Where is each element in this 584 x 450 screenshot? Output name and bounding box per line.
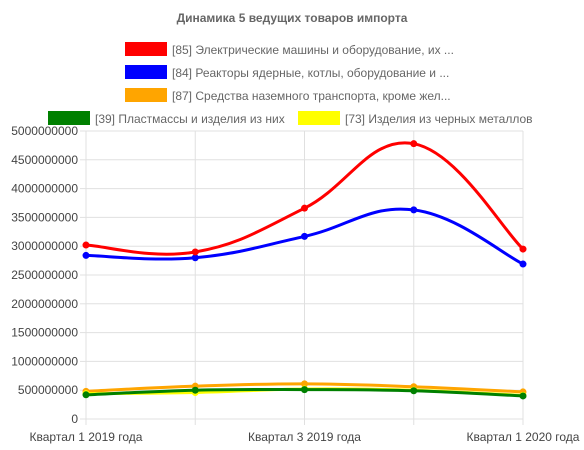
series-line[interactable] [85, 141, 525, 256]
y-tick-label: 3000000000 [11, 239, 78, 253]
y-tick-label: 5000000000 [11, 124, 78, 138]
data-point[interactable] [519, 260, 527, 268]
x-tick-label: Квартал 3 2019 года [248, 430, 361, 444]
y-tick-label: 0 [71, 412, 78, 426]
data-point[interactable] [519, 392, 527, 400]
y-tick-label: 1500000000 [11, 326, 78, 340]
y-tick-label: 2500000000 [11, 268, 78, 282]
data-point[interactable] [191, 248, 199, 256]
x-tick-label: Квартал 1 2019 года [30, 430, 143, 444]
data-point[interactable] [410, 387, 418, 395]
legend-swatch[interactable] [125, 65, 167, 79]
data-point[interactable] [301, 386, 308, 394]
grid [85, 130, 524, 425]
y-tick-label: 4500000000 [11, 153, 78, 167]
data-point[interactable] [301, 232, 308, 240]
legend-swatch[interactable] [125, 88, 167, 102]
data-point[interactable] [410, 206, 418, 214]
data-point[interactable] [82, 241, 90, 249]
x-tick-label: Квартал 1 2020 года [467, 430, 580, 444]
y-tick-label: 3500000000 [11, 210, 78, 224]
data-point[interactable] [301, 380, 308, 388]
y-tick-label: 500000000 [18, 383, 78, 397]
legend-label[interactable]: [84] Реакторы ядерные, котлы, оборудован… [172, 66, 449, 80]
chart-title: Динамика 5 ведущих товаров импорта [177, 11, 408, 25]
y-axis: 0 500000000 1000000000 1500000000 2000000000… [11, 124, 86, 426]
legend: [85] Электрические машины и оборудование… [48, 42, 533, 126]
legend-label[interactable]: [85] Электрические машины и оборудование… [172, 43, 454, 57]
x-axis: Квартал 1 2019 года Квартал 3 2019 года Кв… [30, 430, 580, 444]
legend-label[interactable]: [87] Средства наземного транспорта, кром… [172, 89, 451, 103]
y-tick-label: 2000000000 [11, 297, 78, 311]
data-point[interactable] [301, 204, 308, 212]
legend-swatch[interactable] [298, 111, 340, 125]
series-group [82, 140, 527, 400]
data-point[interactable] [82, 251, 90, 259]
y-tick-label: 4000000000 [11, 182, 78, 196]
legend-label[interactable]: [39] Пластмассы и изделия из них [95, 112, 285, 126]
data-point[interactable] [191, 386, 199, 394]
data-point[interactable] [519, 245, 527, 253]
data-point[interactable] [191, 254, 199, 262]
data-point[interactable] [410, 140, 418, 148]
legend-swatch[interactable] [48, 111, 90, 125]
legend-swatch[interactable] [125, 42, 167, 56]
legend-label[interactable]: [73] Изделия из черных металлов [345, 112, 533, 126]
y-tick-label: 1000000000 [11, 354, 78, 368]
data-point[interactable] [82, 391, 90, 399]
